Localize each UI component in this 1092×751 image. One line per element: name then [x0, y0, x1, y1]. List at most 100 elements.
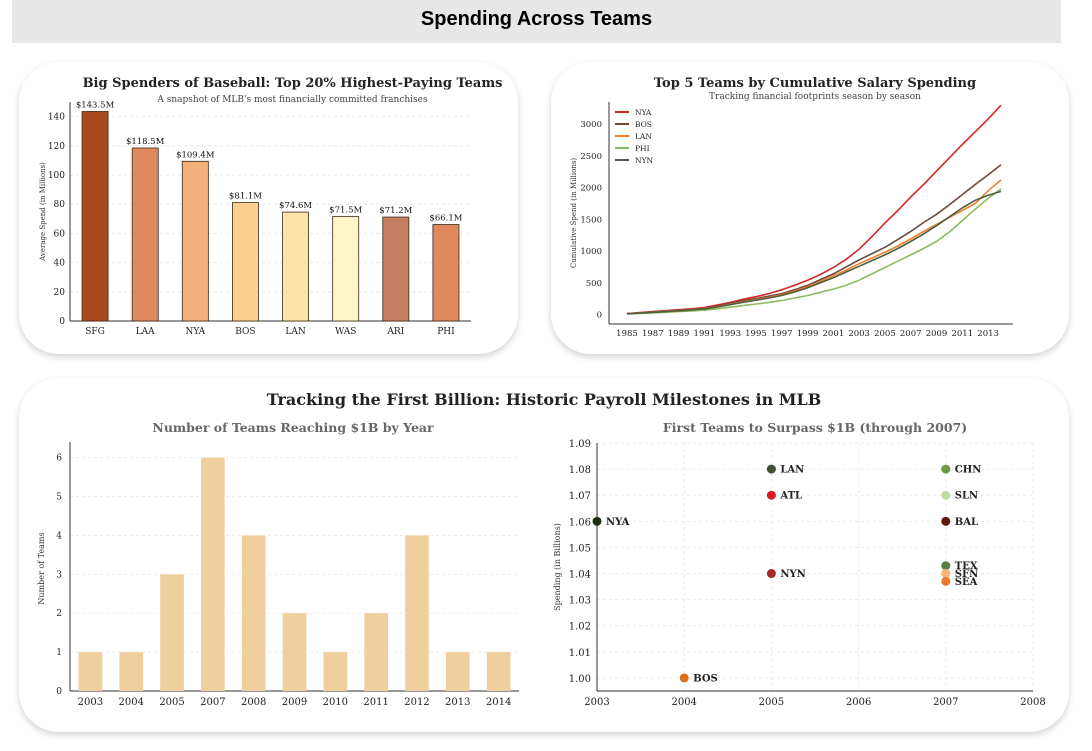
x-tick-label: 2008 — [1020, 697, 1045, 708]
y-axis-label: Cumulative Spend (in Millions) — [570, 158, 578, 269]
data-label: $118.5M — [126, 137, 165, 147]
legend-label: NYN — [635, 156, 654, 165]
point-label: LAN — [780, 465, 804, 476]
bar-2003 — [78, 652, 103, 691]
series-line-nyn — [626, 190, 1002, 315]
y-tick-label: 20 — [54, 288, 66, 298]
bar-2004 — [119, 652, 144, 691]
legend-label: NYA — [635, 108, 652, 117]
bar-2012 — [405, 535, 429, 691]
x-tick-label: BOS — [235, 327, 255, 337]
y-tick-label: 2000 — [580, 184, 602, 194]
point-label: TEX — [955, 561, 978, 572]
point-sfn — [941, 569, 951, 579]
y-tick-label: 3 — [56, 570, 62, 580]
y-tick-label: 1.07 — [569, 491, 591, 502]
cumulative-salary-card: Top 5 Teams by Cumulative Salary Spendin… — [551, 62, 1069, 354]
point-sln — [941, 490, 951, 500]
bar-sfg — [81, 111, 109, 322]
y-tick-label: 6 — [56, 454, 62, 464]
y-tick-label: 40 — [54, 259, 66, 269]
bar-laa — [131, 147, 159, 322]
milestones-title: Tracking the First Billion: Historic Pay… — [266, 390, 822, 409]
y-tick-label: 60 — [54, 229, 66, 239]
x-tick-label: 1997 — [771, 329, 793, 339]
y-tick-label: 4 — [56, 531, 62, 541]
x-tick-label: WAS — [335, 327, 356, 337]
x-tick-label: LAN — [285, 327, 305, 337]
point-bos — [679, 673, 689, 683]
x-tick-label: 1991 — [694, 329, 716, 339]
y-tick-label: 120 — [48, 142, 65, 152]
x-tick-label: 1987 — [642, 329, 664, 339]
bar-2008 — [241, 535, 266, 691]
x-tick-label: ARI — [386, 327, 404, 337]
x-tick-label: 2009 — [282, 697, 307, 708]
x-tick-label: 2005 — [159, 697, 184, 708]
series-line-bos — [626, 164, 1002, 315]
bar-lan — [282, 211, 309, 322]
x-tick-label: 1993 — [719, 329, 741, 339]
point-label: NYN — [780, 569, 805, 580]
data-label: $71.2M — [379, 206, 412, 216]
x-tick-label: 1985 — [616, 329, 638, 339]
y-tick-label: 0 — [597, 310, 602, 320]
y-tick-label: 1.09 — [569, 439, 591, 450]
x-tick-label: 2010 — [323, 697, 348, 708]
y-tick-label: 100 — [48, 171, 65, 181]
data-label: $109.4M — [176, 150, 215, 160]
point-bal — [941, 516, 951, 526]
y-tick-label: 1.01 — [569, 648, 591, 659]
point-label: BAL — [955, 517, 978, 528]
x-tick-label: 1995 — [745, 329, 767, 339]
teams-reaching-1b-chart: Number of Teams Reaching $1B by Year 0 1 2 3… — [37, 420, 519, 708]
bar-nya — [181, 160, 209, 322]
point-chn — [941, 464, 951, 474]
bar-2005 — [160, 574, 184, 691]
data-label: $143.5M — [76, 100, 115, 110]
x-tick-label: 2001 — [823, 329, 845, 339]
x-tick-label: LAA — [136, 327, 155, 337]
y-tick-label: 5 — [56, 493, 62, 503]
x-tick-label: 2003 — [78, 697, 103, 708]
x-tick-label: 2003 — [584, 697, 609, 708]
y-tick-label: 1.04 — [569, 570, 591, 581]
chart-subtitle: A snapshot of MLB's most financially com… — [156, 95, 428, 105]
point-nyn — [766, 569, 776, 579]
point-label: SEA — [955, 577, 978, 588]
bar-2009 — [282, 613, 307, 691]
x-tick-label: 2005 — [759, 697, 784, 708]
y-tick-label: 1500 — [580, 215, 602, 225]
y-axis-label: Average Spend (in Millions) — [39, 162, 47, 262]
bar-ari — [382, 216, 410, 322]
bar-phi — [432, 224, 460, 322]
cumulative-salary-chart: Top 5 Teams by Cumulative Salary Spendin… — [570, 76, 1013, 339]
y-tick-label: 1.00 — [569, 674, 591, 685]
x-tick-label: 2008 — [241, 697, 266, 708]
data-label: $66.1M — [429, 213, 462, 223]
x-tick-label: 2007 — [900, 329, 922, 339]
x-tick-label: 1999 — [797, 329, 819, 339]
point-sea — [941, 576, 951, 586]
x-tick-label: 2007 — [933, 697, 958, 708]
chart-title: Number of Teams Reaching $1B by Year — [152, 420, 434, 435]
x-tick-label: 2013 — [977, 329, 999, 339]
page-banner: Spending Across Teams — [12, 0, 1061, 43]
x-tick-label: PHI — [437, 327, 455, 337]
y-tick-label: 1.06 — [569, 517, 591, 528]
y-tick-label: 1000 — [580, 247, 602, 257]
y-tick-label: 500 — [586, 279, 602, 289]
data-label: $71.5M — [329, 206, 362, 216]
x-tick-label: 2012 — [404, 697, 429, 708]
y-tick-label: 2 — [56, 609, 62, 619]
y-tick-label: 1.03 — [569, 596, 591, 607]
x-tick-label: 2013 — [445, 697, 470, 708]
x-tick-label: 2003 — [848, 329, 870, 339]
x-tick-label: NYA — [186, 327, 206, 337]
x-tick-label: SFG — [85, 327, 105, 337]
point-label: SLN — [955, 491, 978, 502]
bar-2013 — [445, 652, 470, 691]
x-tick-label: 2004 — [119, 697, 144, 708]
y-tick-label: 2500 — [580, 152, 602, 162]
point-tex — [941, 561, 951, 571]
